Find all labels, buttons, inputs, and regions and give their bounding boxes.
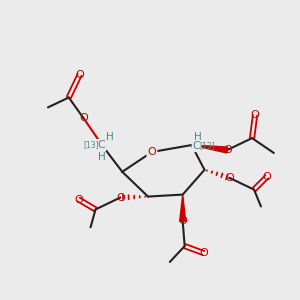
Text: O: O bbox=[178, 216, 187, 226]
Text: H: H bbox=[98, 152, 105, 162]
Text: O: O bbox=[262, 172, 271, 182]
Text: O: O bbox=[79, 113, 88, 123]
Text: H: H bbox=[194, 132, 201, 142]
Text: O: O bbox=[74, 194, 83, 205]
Text: O: O bbox=[223, 145, 232, 155]
Polygon shape bbox=[180, 195, 186, 221]
Text: O: O bbox=[199, 248, 208, 258]
Text: O: O bbox=[148, 147, 156, 157]
Text: H: H bbox=[106, 132, 114, 142]
Text: O: O bbox=[225, 173, 234, 183]
Text: O: O bbox=[75, 70, 84, 80]
Text: [13]: [13] bbox=[200, 142, 215, 151]
Text: [13]: [13] bbox=[84, 140, 99, 149]
Polygon shape bbox=[192, 145, 228, 153]
Text: C: C bbox=[98, 140, 105, 150]
Text: O: O bbox=[250, 110, 260, 120]
Text: O: O bbox=[116, 193, 125, 202]
Text: C: C bbox=[193, 141, 200, 151]
